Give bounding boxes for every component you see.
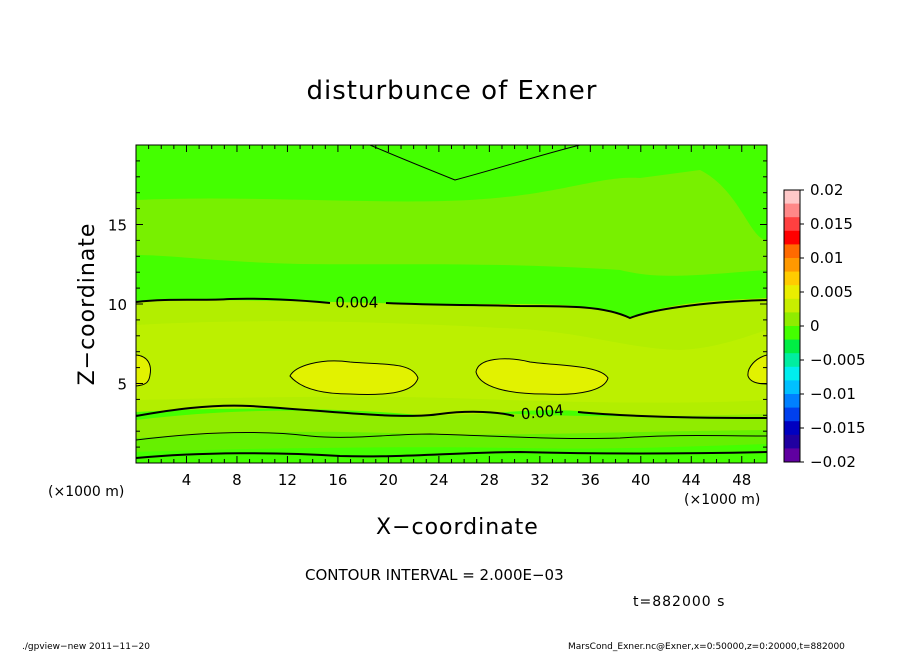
- contour-line: [136, 450, 767, 459]
- time-label: t=882000 s: [633, 594, 726, 610]
- contour-line: [136, 297, 767, 320]
- x-tick-label: 20: [379, 471, 398, 489]
- y-tick-label: 15: [108, 217, 127, 235]
- x-tick-label: 44: [682, 471, 701, 489]
- colorbar-tick-label: 0.02: [810, 181, 843, 199]
- colorbar-tick-label: −0.02: [810, 453, 856, 471]
- x-tick-label: 36: [581, 471, 600, 489]
- footer-data-source: MarsCond_Exner.nc@Exner,x=0:50000,z=0:20…: [568, 642, 845, 652]
- colorbar-swatch: [784, 258, 800, 273]
- colorbar-swatch: [784, 298, 800, 313]
- contour-line: [289, 360, 419, 395]
- x-axis-label: X−coordinate: [376, 515, 539, 540]
- colorbar-swatch: [784, 271, 800, 286]
- contour-field: [136, 145, 767, 463]
- colorbar-tick-label: 0.005: [810, 283, 853, 301]
- colorbar-swatch: [784, 448, 800, 463]
- colorbar-tick-label: −0.01: [810, 385, 856, 403]
- contour-label-text: 0.004: [520, 401, 565, 423]
- colorbar-swatch: [784, 217, 800, 232]
- contour-line: [369, 145, 581, 181]
- colorbar-tick-label: 0.015: [810, 215, 853, 233]
- colorbar-swatch: [784, 353, 800, 368]
- contour-line: [136, 432, 767, 441]
- colorbar-swatch: [784, 285, 800, 300]
- colorbar-swatch: [784, 230, 800, 245]
- field-region: [136, 355, 151, 386]
- colorbar-swatch: [784, 312, 800, 327]
- field-region: [476, 358, 608, 395]
- contour-line: [136, 354, 151, 387]
- colorbar-swatch: [784, 380, 800, 395]
- x-axis-unit-left: (×1000 m): [48, 484, 125, 500]
- x-tick-label: 16: [328, 471, 347, 489]
- colorbar-tick-label: −0.005: [810, 351, 866, 369]
- x-tick-label: 24: [429, 471, 448, 489]
- colorbar-swatch: [784, 326, 800, 341]
- contour-line: [475, 358, 609, 395]
- colorbar: 0.02 0.015 0.01 0.005 0 −0.005 −0.01 −0.015 −0.0…: [783, 181, 866, 471]
- contour-interval-note: CONTOUR INTERVAL = 2.000E−03: [305, 566, 564, 584]
- x-tick-label: 4: [182, 471, 192, 489]
- colorbar-swatch: [784, 203, 800, 218]
- colorbar-swatch: [784, 339, 800, 354]
- y-axis-label: Z−coordinate: [75, 223, 100, 386]
- colorbar-swatch: [784, 394, 800, 409]
- contour-line: [136, 404, 767, 419]
- contour-label-text: 0.004: [335, 293, 378, 311]
- colorbar-tick-label: −0.015: [810, 419, 866, 437]
- y-tick-label: 5: [117, 376, 127, 394]
- x-tick-label: 12: [278, 471, 297, 489]
- chart-title: disturbunce of Exner: [306, 76, 598, 106]
- field-region: [136, 321, 767, 403]
- x-tick-label: 28: [480, 471, 499, 489]
- contour-label: 0.004: [520, 401, 565, 423]
- field-region: [290, 360, 418, 395]
- colorbar-swatch: [784, 366, 800, 381]
- colorbar-swatch: [784, 244, 800, 259]
- field-region: [136, 170, 767, 276]
- colorbar-swatch: [784, 421, 800, 436]
- contour-labels: 0.004 0.004: [335, 293, 564, 423]
- colorbar-swatch: [784, 407, 800, 422]
- x-tick-label: 8: [232, 471, 242, 489]
- footer-program-date: ./gpview−new 2011−11−20: [22, 642, 150, 652]
- x-axis-unit-right: (×1000 m): [684, 492, 761, 508]
- x-tick-label: 32: [530, 471, 549, 489]
- x-tick-label: 40: [631, 471, 650, 489]
- colorbar-swatch: [784, 434, 800, 449]
- x-tick-label: 48: [732, 471, 751, 489]
- colorbar-swatch: [784, 190, 800, 205]
- field-region: [747, 355, 767, 384]
- contour-line: [747, 354, 767, 385]
- y-tick-label: 10: [108, 296, 127, 314]
- colorbar-tick-label: 0.01: [810, 249, 843, 267]
- colorbar-tick-label: 0: [810, 317, 820, 335]
- contour-label: 0.004: [335, 293, 378, 311]
